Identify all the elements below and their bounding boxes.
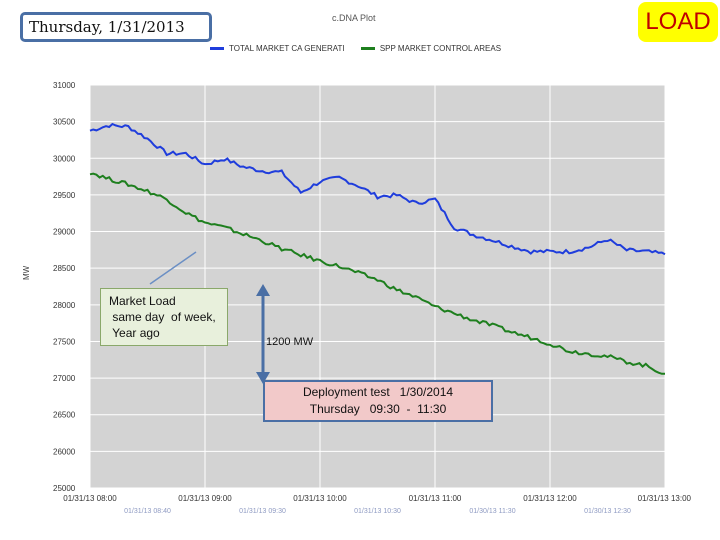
x-tick-label: 01/31/13 09:00 xyxy=(178,494,232,503)
y-tick-label: 25000 xyxy=(53,484,76,493)
y-tick-label: 27500 xyxy=(53,337,76,346)
y-tick-label: 28000 xyxy=(53,301,76,310)
difference-arrow-head-up xyxy=(256,284,270,296)
series-line-green xyxy=(89,172,665,375)
plot-title: c.DNA Plot xyxy=(332,13,376,23)
load-badge: LOAD xyxy=(638,2,718,42)
y-tick-label: 31000 xyxy=(53,81,76,90)
legend-label-blue: TOTAL MARKET CA GENERATI xyxy=(229,44,345,53)
callout-note: Market Load same day of week, Year ago xyxy=(100,288,228,346)
y-tick-label: 29000 xyxy=(53,228,76,237)
y-tick-label: 29500 xyxy=(53,191,76,200)
x-tick-label-secondary: 01/31/13 09:30 xyxy=(239,508,286,515)
legend-swatch-blue xyxy=(210,47,224,51)
x-tick-label: 01/31/13 11:00 xyxy=(409,494,462,503)
legend-item-blue: TOTAL MARKET CA GENERATI xyxy=(210,44,345,53)
callout-pointer xyxy=(149,251,197,285)
y-tick-label: 26000 xyxy=(53,447,76,456)
x-tick-label-secondary: 01/30/13 11:30 xyxy=(469,508,515,515)
plot-area xyxy=(90,85,665,488)
deployment-note: Deployment test 1/30/2014 Thursday 09:30… xyxy=(263,380,493,422)
x-tick-label-secondary: 01/31/13 10:30 xyxy=(354,508,401,515)
legend-swatch-green xyxy=(360,47,375,51)
x-tick-label-secondary: 01/30/13 12:30 xyxy=(584,508,631,515)
x-tick-label: 01/31/13 12:00 xyxy=(523,494,577,503)
x-tick-label: 01/31/13 08:00 xyxy=(63,494,117,503)
series-line-blue xyxy=(89,122,666,256)
difference-label: 1200 MW xyxy=(266,336,314,348)
legend-item-green: SPP MARKET CONTROL AREAS xyxy=(360,44,502,53)
date-label: Thursday, 1/31/2013 xyxy=(20,12,212,42)
difference-arrow-head-down xyxy=(256,372,270,384)
x-tick-label: 01/31/13 13:00 xyxy=(638,494,692,503)
y-tick-label: 27000 xyxy=(53,374,76,383)
y-tick-label: 30000 xyxy=(53,154,76,163)
x-tick-label: 01/31/13 10:00 xyxy=(293,494,347,503)
y-tick-label: 30500 xyxy=(53,118,76,127)
chart-legend: TOTAL MARKET CA GENERATI SPP MARKET CONT… xyxy=(210,44,515,53)
y-tick-label: 26500 xyxy=(53,411,76,420)
y-tick-label: 28500 xyxy=(53,264,76,273)
x-tick-label-secondary: 01/31/13 08:40 xyxy=(124,508,171,515)
legend-label-green: SPP MARKET CONTROL AREAS xyxy=(379,44,502,53)
